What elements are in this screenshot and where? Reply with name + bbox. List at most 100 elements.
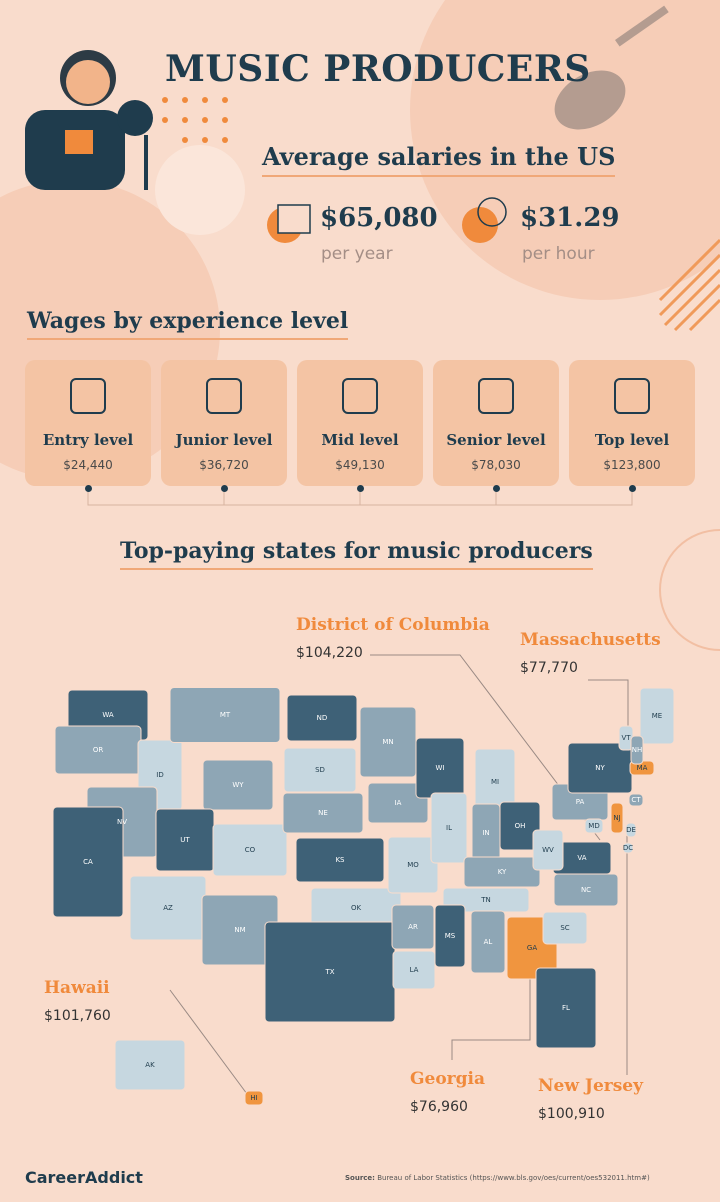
state-label: MO	[407, 861, 419, 869]
state-label: ID	[156, 771, 163, 779]
state	[430, 792, 468, 864]
calendar-icon	[277, 204, 311, 234]
state-label: MD	[588, 822, 599, 830]
state-label: CT	[631, 796, 641, 804]
decor-circle	[155, 145, 245, 235]
state-label: OH	[515, 822, 526, 830]
clock-icon	[477, 197, 507, 227]
state	[532, 829, 564, 871]
state-label: WA	[102, 711, 114, 719]
subtitle: Average salaries in the US	[262, 142, 616, 177]
state	[639, 687, 675, 745]
brand: CareerAddict	[25, 1168, 143, 1187]
state-label: NJ	[613, 814, 620, 822]
state-label: SD	[315, 766, 325, 774]
state-label: NH	[632, 746, 643, 754]
section-title: Top-paying states for music producers	[120, 538, 593, 570]
state-label: IN	[482, 829, 489, 837]
state-label: NY	[595, 764, 605, 772]
state-label: OR	[93, 746, 104, 754]
decor-stripes	[658, 238, 720, 332]
state-label: IA	[395, 799, 402, 807]
state	[542, 911, 588, 945]
state-label: NM	[234, 926, 245, 934]
state-label: AR	[408, 923, 418, 931]
state	[202, 759, 274, 811]
state-label: IL	[446, 824, 452, 832]
callout-wage: $100,910	[538, 1106, 605, 1122]
state-label: MS	[445, 932, 456, 940]
state	[610, 802, 624, 834]
level-label: Top level	[594, 431, 670, 449]
salary-unit: per year	[321, 244, 393, 264]
level-wage: $49,130	[335, 458, 385, 472]
state	[391, 904, 435, 950]
state-label: ND	[317, 714, 328, 722]
callout-state: Georgia	[410, 1069, 485, 1089]
state-label: GA	[527, 944, 537, 952]
level-wage: $36,720	[199, 458, 249, 472]
callout-state: Hawaii	[44, 978, 110, 998]
state	[584, 818, 604, 834]
state	[434, 904, 466, 968]
timeline-dot	[629, 485, 636, 492]
state	[387, 836, 439, 894]
state-label: TX	[324, 968, 334, 976]
state-label: PA	[576, 798, 585, 806]
state-label: DC	[623, 844, 633, 852]
state-label: DE	[626, 826, 636, 834]
salary-value: $65,080	[320, 203, 438, 233]
callout-wage: $104,220	[296, 645, 363, 661]
state-label: HI	[250, 1094, 257, 1102]
state	[499, 801, 541, 851]
level-wage: $78,030	[471, 458, 521, 472]
callout-state: District of Columbia	[296, 615, 490, 635]
state	[392, 950, 436, 990]
source: Source: Bureau of Labor Statistics (http…	[345, 1174, 650, 1182]
callout-wage: $77,770	[520, 660, 578, 676]
card-icon	[206, 378, 242, 414]
level-label: Mid level	[321, 431, 399, 449]
level-label: Junior level	[175, 431, 273, 449]
state	[212, 823, 288, 877]
card-icon	[478, 378, 514, 414]
state-label: FL	[562, 1004, 570, 1012]
callout-state: New Jersey	[538, 1076, 643, 1096]
state-label: AL	[484, 938, 493, 946]
state	[295, 837, 385, 883]
section-title: Wages by experience level	[27, 308, 349, 340]
experience-card: Senior level $78,030	[433, 360, 559, 486]
state-label: ME	[652, 712, 662, 720]
state	[367, 782, 429, 824]
state	[622, 842, 634, 854]
source-label: Source:	[345, 1174, 375, 1182]
level-wage: $24,440	[63, 458, 113, 472]
level-wage: $123,800	[603, 458, 661, 472]
experience-card: Junior level $36,720	[161, 360, 287, 486]
state	[628, 793, 644, 807]
salary-value: $31.29	[520, 203, 620, 233]
state-label: AK	[145, 1061, 155, 1069]
state-label: MN	[382, 738, 393, 746]
state	[535, 967, 597, 1049]
state-label: AZ	[163, 904, 173, 912]
callout-wage: $76,960	[410, 1099, 468, 1115]
card-icon	[614, 378, 650, 414]
state-label: WI	[436, 764, 445, 772]
level-label: Entry level	[42, 431, 134, 449]
state-label: CA	[83, 858, 93, 866]
experience-card: Top level $123,800	[569, 360, 695, 486]
callout-state: Massachusetts	[520, 630, 661, 650]
state-label: MT	[220, 711, 231, 719]
state-label: WV	[542, 846, 554, 854]
state	[630, 735, 644, 765]
salary-unit: per hour	[522, 244, 595, 264]
card-icon	[342, 378, 378, 414]
state	[169, 687, 281, 743]
state-label: LA	[410, 966, 419, 974]
level-label: Senior level	[446, 431, 546, 449]
state-label: KS	[335, 856, 345, 864]
state	[625, 822, 637, 838]
state-label: MI	[491, 778, 499, 786]
